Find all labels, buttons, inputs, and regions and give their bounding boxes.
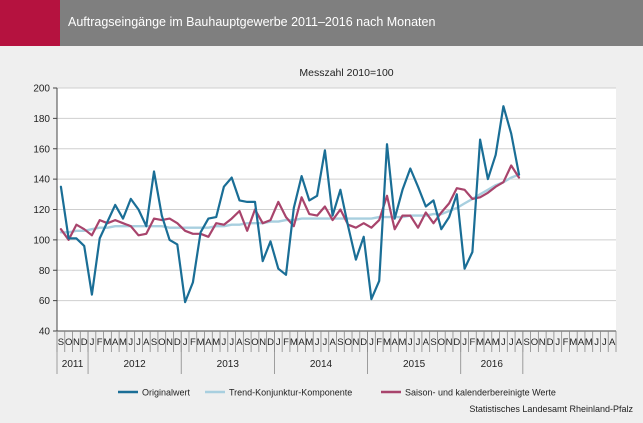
month-label: O (344, 337, 351, 348)
month-label: J (90, 337, 95, 348)
y-tick-label: 140 (33, 175, 50, 186)
chart-area: Messzahl 2010=100 40 60 80 100 120 140 160 180 20… (33, 67, 633, 414)
month-label: D (81, 337, 88, 348)
y-tick-label: 160 (33, 144, 50, 155)
month-label: O (251, 337, 258, 348)
month-label: A (298, 337, 305, 348)
month-label: A (516, 337, 523, 348)
month-label: J (501, 337, 506, 348)
month-label: M (212, 337, 220, 348)
y-tick-label: 200 (33, 84, 50, 95)
year-label: 2013 (217, 359, 240, 370)
month-label: M (104, 337, 112, 348)
month-label: S (337, 337, 343, 348)
month-label: M (119, 337, 127, 348)
y-tick-label: 100 (33, 235, 50, 246)
chart-title: Messzahl 2010=100 (299, 67, 393, 79)
month-label: S (151, 337, 157, 348)
month-label: N (166, 337, 173, 348)
year-label: 2011 (62, 359, 84, 370)
month-label: O (531, 337, 538, 348)
month-label: O (438, 337, 445, 348)
month-label: A (205, 337, 212, 348)
y-tick-label: 80 (39, 266, 51, 277)
year-label: 2015 (403, 359, 426, 370)
month-label: F (563, 337, 569, 348)
header-banner: Auftragseingänge im Bauhauptgewerbe 2011… (0, 0, 643, 46)
month-label: D (360, 337, 367, 348)
month-label: A (423, 337, 430, 348)
month-label: J (594, 337, 599, 348)
month-label: F (469, 337, 475, 348)
month-label: M (569, 337, 577, 348)
month-label: N (259, 337, 266, 348)
source-note: Statistisches Landesamt Rheinland-Pfalz (469, 404, 633, 414)
month-label: J (315, 337, 320, 348)
month-label: A (485, 337, 492, 348)
month-label: J (369, 337, 374, 348)
month-label: M (476, 337, 484, 348)
month-label: S (244, 337, 250, 348)
month-label: J (183, 337, 188, 348)
month-label: M (290, 337, 298, 348)
month-label: D (267, 337, 274, 348)
month-label: S (58, 337, 64, 348)
page-title: Auftragseingänge im Bauhauptgewerbe 2011… (68, 15, 436, 29)
month-label: S (524, 337, 530, 348)
y-tick-label: 120 (33, 205, 50, 216)
month-label: A (578, 337, 585, 348)
month-label: J (276, 337, 281, 348)
month-label: M (383, 337, 391, 348)
month-label: D (174, 337, 181, 348)
month-label: F (376, 337, 382, 348)
seasonally-adjusted-line (59, 164, 521, 241)
month-label: N (352, 337, 359, 348)
month-label: J (136, 337, 141, 348)
month-label: J (222, 337, 227, 348)
month-label: N (539, 337, 546, 348)
legend-original-label: Originalwert (142, 388, 191, 398)
month-label: J (462, 337, 467, 348)
month-label: F (190, 337, 196, 348)
original-value-line (59, 105, 521, 304)
month-label: J (416, 337, 421, 348)
month-label: F (283, 337, 289, 348)
legend-trend-label: Trend-Konjunktur-Komponente (229, 388, 352, 398)
month-label: J (229, 337, 234, 348)
month-label: M (492, 337, 500, 348)
month-label: M (399, 337, 407, 348)
month-label: A (609, 337, 616, 348)
month-label: J (555, 337, 560, 348)
month-label: D (453, 337, 460, 348)
month-label: J (128, 337, 133, 348)
y-tick-label: 60 (39, 296, 51, 307)
month-label: J (408, 337, 413, 348)
month-label: A (236, 337, 243, 348)
month-label: N (446, 337, 453, 348)
month-label: M (305, 337, 313, 348)
month-label: A (392, 337, 399, 348)
month-label: F (97, 337, 103, 348)
month-label: A (329, 337, 336, 348)
header-title-bar (60, 0, 643, 46)
year-label: 2014 (310, 359, 333, 370)
month-label: J (602, 337, 607, 348)
y-tick-label: 180 (33, 114, 50, 125)
month-label: J (322, 337, 327, 348)
month-label: S (430, 337, 436, 348)
month-label: D (547, 337, 554, 348)
legend-adjusted-label: Saison- und kalenderbereinigte Werte (405, 388, 556, 398)
month-label: N (73, 337, 80, 348)
month-label: J (509, 337, 514, 348)
y-tick-label: 40 (39, 327, 51, 338)
month-label: A (143, 337, 150, 348)
month-label: M (585, 337, 593, 348)
year-label: 2016 (481, 359, 504, 370)
month-label: O (158, 337, 165, 348)
month-label: A (112, 337, 119, 348)
month-label: M (197, 337, 205, 348)
month-label: O (65, 337, 72, 348)
header-accent-block (0, 0, 60, 46)
year-label: 2012 (124, 359, 147, 370)
